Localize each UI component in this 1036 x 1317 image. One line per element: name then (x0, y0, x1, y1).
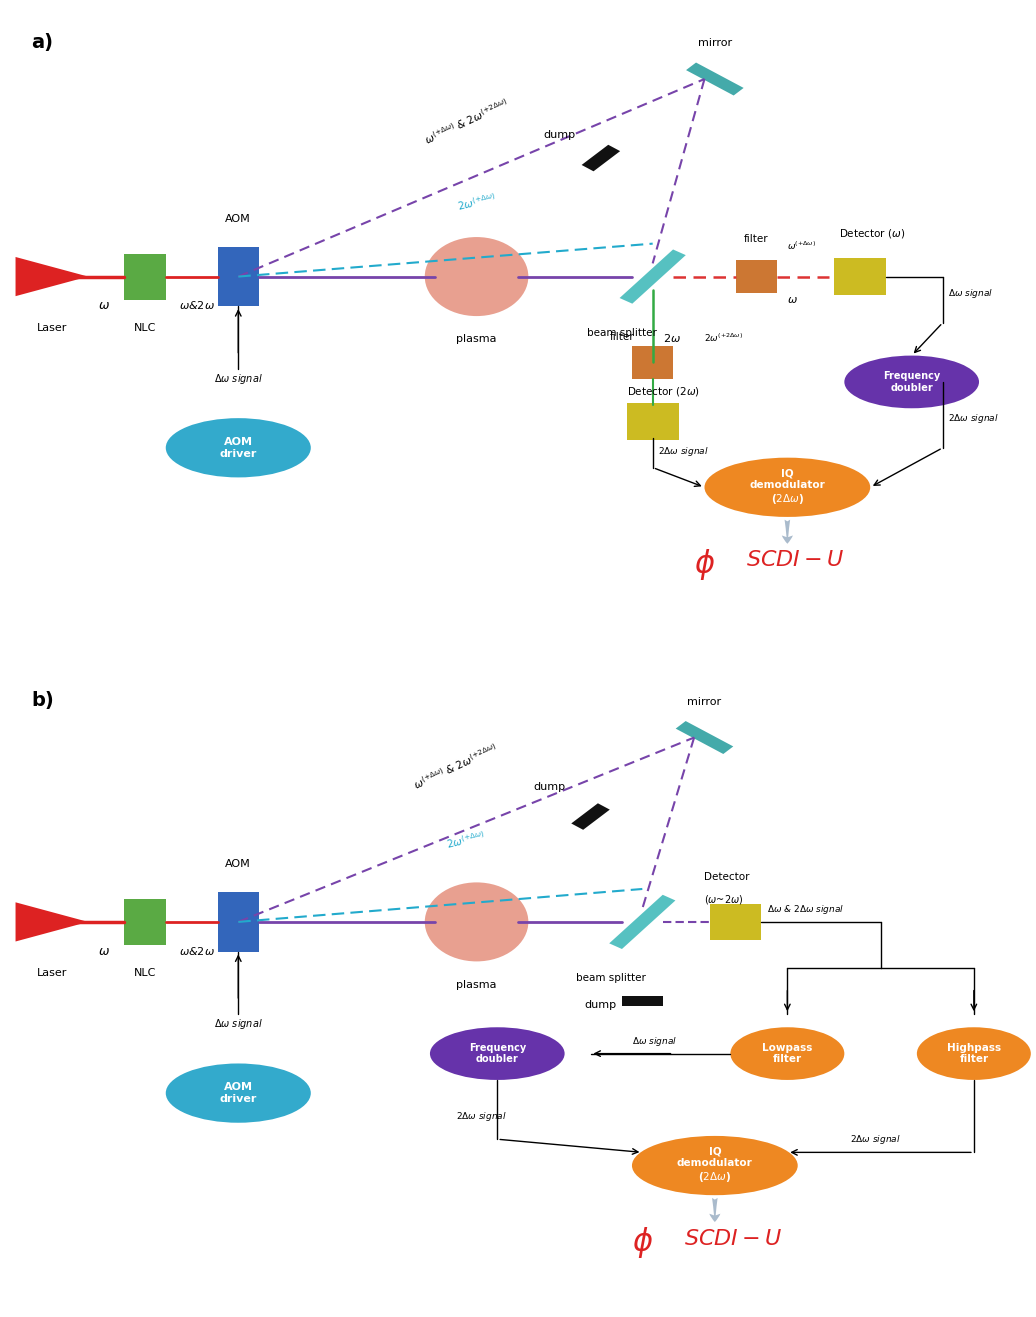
FancyBboxPatch shape (632, 345, 673, 379)
FancyBboxPatch shape (710, 903, 761, 940)
Text: Detector: Detector (704, 872, 750, 882)
Text: $\Delta\omega$ signal: $\Delta\omega$ signal (213, 371, 263, 386)
FancyBboxPatch shape (124, 898, 166, 946)
Text: Frequency
doubler: Frequency doubler (468, 1043, 526, 1064)
Text: Detector ($\omega$): Detector ($\omega$) (839, 228, 905, 240)
Text: NLC: NLC (134, 323, 156, 333)
Text: $2\Delta\omega$ signal: $2\Delta\omega$ signal (850, 1134, 900, 1147)
Text: $2\omega^{(+\Delta\omega)}$: $2\omega^{(+\Delta\omega)}$ (445, 828, 487, 852)
Polygon shape (16, 257, 88, 296)
Text: $\omega$&$2\omega$: $\omega$&$2\omega$ (179, 299, 214, 312)
Text: dump: dump (543, 130, 576, 141)
Text: filter: filter (744, 233, 769, 244)
Text: dump: dump (533, 782, 566, 793)
Text: $2\Delta\omega$ signal: $2\Delta\omega$ signal (456, 1110, 507, 1123)
Text: $\Delta\omega$ & $2\Delta\omega$ signal: $\Delta\omega$ & $2\Delta\omega$ signal (767, 903, 844, 917)
Ellipse shape (166, 1064, 311, 1122)
FancyBboxPatch shape (834, 258, 886, 295)
Polygon shape (622, 996, 663, 1006)
Polygon shape (675, 720, 733, 755)
Text: beam splitter: beam splitter (586, 328, 657, 338)
Text: $\omega$: $\omega$ (97, 299, 110, 312)
Polygon shape (16, 902, 88, 942)
Ellipse shape (844, 356, 979, 408)
FancyBboxPatch shape (218, 893, 259, 951)
Text: Laser: Laser (36, 323, 67, 333)
Polygon shape (571, 803, 610, 830)
Text: $\omega$: $\omega$ (787, 295, 798, 306)
FancyBboxPatch shape (627, 403, 679, 440)
Text: mirror: mirror (698, 38, 731, 49)
Text: $\Delta\omega$ signal: $\Delta\omega$ signal (213, 1017, 263, 1031)
Text: filter: filter (609, 332, 634, 342)
Text: plasma: plasma (456, 980, 497, 990)
Ellipse shape (917, 1027, 1031, 1080)
Text: mirror: mirror (688, 697, 721, 707)
Text: $\omega$: $\omega$ (97, 944, 110, 957)
Text: AOM
driver: AOM driver (220, 437, 257, 458)
Text: $\omega^{(+\Delta\omega)}$ & $2\omega^{(+2\Delta\omega)}$: $\omega^{(+\Delta\omega)}$ & $2\omega^{(… (422, 96, 511, 148)
Ellipse shape (730, 1027, 844, 1080)
Text: AOM: AOM (226, 859, 251, 869)
FancyBboxPatch shape (124, 253, 166, 300)
Text: NLC: NLC (134, 968, 156, 979)
Text: $\mathit{SCDI-U}$: $\mathit{SCDI-U}$ (684, 1229, 782, 1249)
Text: $2\Delta\omega$ signal: $2\Delta\omega$ signal (948, 412, 999, 425)
Text: $\omega^{(+\Delta\omega)}$ & $2\omega^{(+2\Delta\omega)}$: $\omega^{(+\Delta\omega)}$ & $2\omega^{(… (411, 741, 500, 793)
Text: AOM: AOM (226, 213, 251, 224)
Text: $\phi$: $\phi$ (694, 547, 715, 582)
Text: Laser: Laser (36, 968, 67, 979)
Text: $\phi$: $\phi$ (632, 1225, 653, 1260)
Text: $\Delta\omega$ signal: $\Delta\omega$ signal (632, 1035, 678, 1048)
Ellipse shape (425, 882, 528, 961)
Polygon shape (620, 249, 686, 304)
Text: Frequency
doubler: Frequency doubler (883, 371, 941, 392)
Text: Highpass
filter: Highpass filter (947, 1043, 1001, 1064)
FancyBboxPatch shape (736, 261, 777, 294)
Text: $2\omega^{(+2\Delta\omega)}$: $2\omega^{(+2\Delta\omega)}$ (704, 332, 744, 345)
Polygon shape (609, 894, 675, 950)
Ellipse shape (425, 237, 528, 316)
Text: $\omega^{(+\Delta\omega)}$: $\omega^{(+\Delta\omega)}$ (787, 240, 816, 253)
Text: ($\omega$~$2\omega$): ($\omega$~$2\omega$) (704, 893, 744, 906)
Polygon shape (686, 62, 744, 96)
Ellipse shape (632, 1135, 798, 1196)
Text: Detector ($2\omega$): Detector ($2\omega$) (627, 386, 699, 398)
Text: dump: dump (584, 1000, 617, 1010)
Text: $2\omega$: $2\omega$ (663, 332, 681, 345)
Text: $2\omega^{(+\Delta\omega)}$: $2\omega^{(+\Delta\omega)}$ (456, 190, 497, 213)
Text: $\omega$&$2\omega$: $\omega$&$2\omega$ (179, 944, 214, 957)
Text: IQ
demodulator
($2\Delta\omega$): IQ demodulator ($2\Delta\omega$) (677, 1147, 753, 1184)
Text: $\Delta\omega$ signal: $\Delta\omega$ signal (948, 287, 994, 300)
Text: beam splitter: beam splitter (576, 973, 646, 984)
Text: a): a) (31, 33, 53, 51)
Ellipse shape (166, 417, 311, 477)
Text: b): b) (31, 691, 54, 710)
Text: $2\Delta\omega$ signal: $2\Delta\omega$ signal (658, 445, 709, 458)
Text: AOM
driver: AOM driver (220, 1083, 257, 1104)
Ellipse shape (704, 457, 870, 518)
Text: $\mathit{SCDI-U}$: $\mathit{SCDI-U}$ (746, 551, 844, 570)
Text: Lowpass
filter: Lowpass filter (762, 1043, 812, 1064)
Polygon shape (581, 145, 621, 171)
Ellipse shape (430, 1027, 565, 1080)
FancyBboxPatch shape (218, 248, 259, 306)
Text: IQ
demodulator
($2\Delta\omega$): IQ demodulator ($2\Delta\omega$) (749, 469, 826, 506)
Text: plasma: plasma (456, 335, 497, 345)
